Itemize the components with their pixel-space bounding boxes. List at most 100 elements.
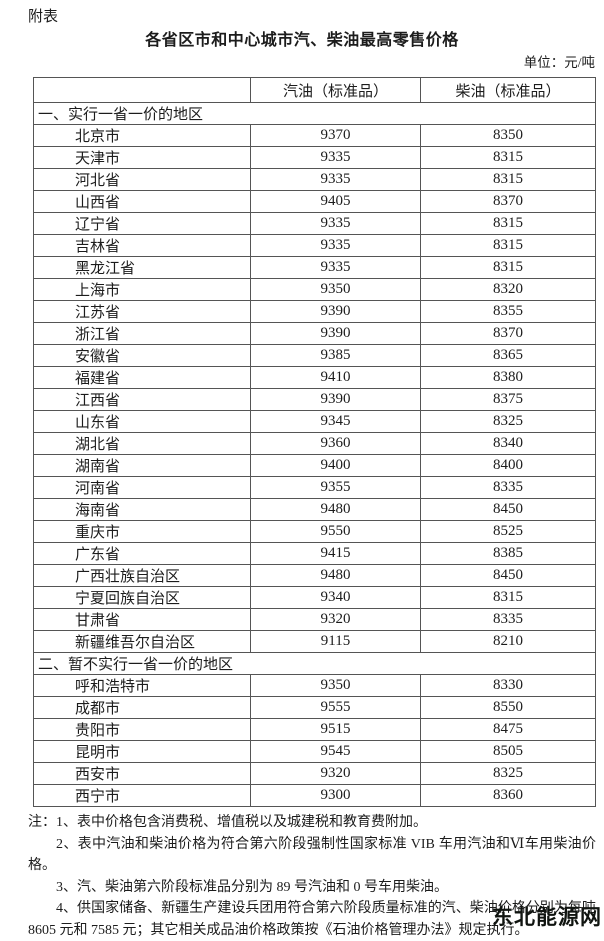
diesel-price-cell: 8210 (420, 630, 596, 653)
notes-section: 注：1、表中价格包含消费税、增值税以及城建税和教育费附加。 2、表中汽油和柴油价格… (28, 812, 596, 941)
gasoline-price-cell: 9355 (250, 476, 421, 499)
region-cell: 新疆维吾尔自治区 (33, 630, 251, 653)
region-cell: 呼和浩特市 (33, 674, 251, 697)
price-row: 浙江省 9390 8370 (33, 322, 596, 345)
gasoline-price-cell: 9555 (250, 696, 421, 719)
diesel-price-cell: 8450 (420, 564, 596, 587)
gasoline-price-cell: 9335 (250, 212, 421, 235)
region-cell: 江苏省 (33, 300, 251, 323)
price-row: 吉林省 9335 8315 (33, 234, 596, 257)
region-cell: 天津市 (33, 146, 251, 169)
attachment-label: 附表 (28, 9, 59, 25)
site-watermark: 东北能源网 (492, 905, 602, 929)
gasoline-price-cell: 9550 (250, 520, 421, 543)
gasoline-price-cell: 9410 (250, 366, 421, 389)
gasoline-price-cell: 9400 (250, 454, 421, 477)
gasoline-price-cell: 9370 (250, 124, 421, 147)
diesel-price-cell: 8475 (420, 718, 596, 741)
diesel-price-cell: 8315 (420, 586, 596, 609)
diesel-price-cell: 8365 (420, 344, 596, 367)
diesel-price-cell: 8450 (420, 498, 596, 521)
gasoline-price-cell: 9360 (250, 432, 421, 455)
gasoline-price-cell: 9390 (250, 388, 421, 411)
diesel-price-cell: 8315 (420, 168, 596, 191)
price-row: 广西壮族自治区 9480 8450 (33, 564, 596, 587)
price-row: 西安市 9320 8325 (33, 762, 596, 785)
col-header-region (33, 77, 251, 103)
price-row: 河南省 9355 8335 (33, 476, 596, 499)
gasoline-price-cell: 9335 (250, 256, 421, 279)
gasoline-price-cell: 9335 (250, 234, 421, 257)
gasoline-price-cell: 9335 (250, 168, 421, 191)
price-row: 辽宁省 9335 8315 (33, 212, 596, 235)
note-item: 注：1、表中价格包含消费税、增值税以及城建税和教育费附加。 (28, 815, 427, 830)
region-cell: 吉林省 (33, 234, 251, 257)
price-row: 西宁市 9300 8360 (33, 784, 596, 807)
price-row: 江西省 9390 8375 (33, 388, 596, 411)
note-item: 2、表中汽油和柴油价格为符合第六阶段强制性国家标准 VIB 车用汽油和Ⅵ车用柴油… (28, 836, 596, 874)
price-row: 河北省 9335 8315 (33, 168, 596, 191)
region-cell: 广西壮族自治区 (33, 564, 251, 587)
gasoline-price-cell: 9320 (250, 762, 421, 785)
diesel-price-cell: 8315 (420, 234, 596, 257)
gasoline-price-cell: 9545 (250, 740, 421, 763)
region-cell: 广东省 (33, 542, 251, 565)
region-cell: 河北省 (33, 168, 251, 191)
diesel-price-cell: 8325 (420, 762, 596, 785)
diesel-price-cell: 8335 (420, 608, 596, 631)
diesel-price-cell: 8375 (420, 388, 596, 411)
region-cell: 黑龙江省 (33, 256, 251, 279)
gasoline-price-cell: 9385 (250, 344, 421, 367)
region-cell: 北京市 (33, 124, 251, 147)
region-cell: 湖北省 (33, 432, 251, 455)
table-header-row: 汽油（标准品） 柴油（标准品） (33, 77, 596, 103)
unit-label: 单位：元/吨 (523, 55, 595, 70)
region-cell: 甘肃省 (33, 608, 251, 631)
diesel-price-cell: 8315 (420, 256, 596, 279)
price-row: 安徽省 9385 8365 (33, 344, 596, 367)
price-row: 呼和浩特市 9350 8330 (33, 674, 596, 697)
gasoline-price-cell: 9320 (250, 608, 421, 631)
region-cell: 山东省 (33, 410, 251, 433)
region-cell: 江西省 (33, 388, 251, 411)
price-row: 昆明市 9545 8505 (33, 740, 596, 763)
price-row: 北京市 9370 8350 (33, 124, 596, 147)
price-row: 湖北省 9360 8340 (33, 432, 596, 455)
diesel-price-cell: 8380 (420, 366, 596, 389)
diesel-price-cell: 8360 (420, 784, 596, 807)
diesel-price-cell: 8355 (420, 300, 596, 323)
region-cell: 西宁市 (33, 784, 251, 807)
section-heading-row: 一、实行一省一价的地区 (33, 102, 596, 125)
gasoline-price-cell: 9480 (250, 564, 421, 587)
diesel-price-cell: 8550 (420, 696, 596, 719)
region-cell: 上海市 (33, 278, 251, 301)
gasoline-price-cell: 9335 (250, 146, 421, 169)
col-header-diesel: 柴油（标准品） (420, 77, 596, 103)
region-cell: 安徽省 (33, 344, 251, 367)
price-row: 甘肃省 9320 8335 (33, 608, 596, 631)
price-row: 重庆市 9550 8525 (33, 520, 596, 543)
gasoline-price-cell: 9300 (250, 784, 421, 807)
gasoline-price-cell: 9115 (250, 630, 421, 653)
region-cell: 河南省 (33, 476, 251, 499)
price-row: 山西省 9405 8370 (33, 190, 596, 213)
section-heading-row: 二、暂不实行一省一价的地区 (33, 652, 596, 675)
gasoline-price-cell: 9350 (250, 674, 421, 697)
region-cell: 宁夏回族自治区 (33, 586, 251, 609)
region-cell: 辽宁省 (33, 212, 251, 235)
section-heading: 一、实行一省一价的地区 (33, 102, 596, 125)
diesel-price-cell: 8385 (420, 542, 596, 565)
region-cell: 福建省 (33, 366, 251, 389)
price-row: 江苏省 9390 8355 (33, 300, 596, 323)
price-row: 新疆维吾尔自治区 9115 8210 (33, 630, 596, 653)
gasoline-price-cell: 9390 (250, 322, 421, 345)
gasoline-price-cell: 9405 (250, 190, 421, 213)
gasoline-price-cell: 9350 (250, 278, 421, 301)
price-row: 天津市 9335 8315 (33, 146, 596, 169)
gasoline-price-cell: 9390 (250, 300, 421, 323)
price-row: 山东省 9345 8325 (33, 410, 596, 433)
price-row: 贵阳市 9515 8475 (33, 718, 596, 741)
price-row: 福建省 9410 8380 (33, 366, 596, 389)
diesel-price-cell: 8330 (420, 674, 596, 697)
